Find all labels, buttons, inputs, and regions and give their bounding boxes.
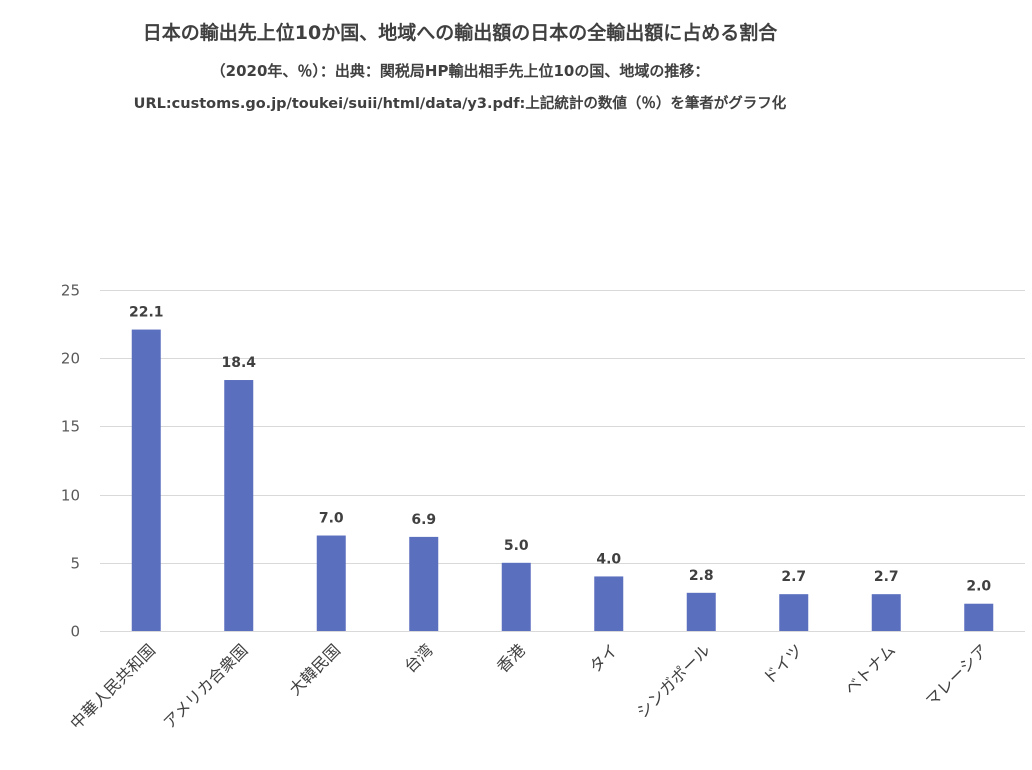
chart-title: 日本の輸出先上位10か国、地域への輸出額の日本の全輸出額に占める割合 [142, 22, 778, 44]
y-tick-label: 25 [61, 282, 80, 300]
x-category-label: タイ [586, 640, 622, 676]
chart-source-url: URL:customs.go.jp/toukei/suii/html/data/… [133, 96, 787, 112]
bar-4 [501, 562, 531, 631]
data-label: 18.4 [221, 355, 256, 371]
data-label: 6.9 [411, 512, 436, 528]
bar-0 [131, 329, 161, 631]
x-category-label: シンガポール [633, 640, 714, 721]
bar-9 [964, 603, 994, 631]
data-label: 4.0 [596, 551, 621, 567]
y-tick-label: 20 [61, 350, 80, 368]
data-label: 2.7 [874, 569, 899, 585]
y-tick-label: 0 [70, 623, 80, 641]
data-label: 2.8 [689, 568, 714, 584]
data-label: 7.0 [319, 511, 344, 527]
y-tick-label: 5 [70, 555, 80, 573]
x-category-label: 香港 [493, 640, 529, 676]
data-label: 2.0 [966, 579, 991, 595]
x-category-label: ドイツ [759, 640, 806, 687]
bars [131, 329, 994, 631]
x-category-label: 大韓民国 [285, 640, 344, 699]
x-category-label: ベトナム [841, 640, 899, 698]
x-category-label: マレーシア [922, 640, 992, 710]
data-label: 2.7 [781, 569, 806, 585]
y-tick-label: 15 [61, 418, 80, 436]
bar-8 [871, 594, 901, 631]
x-axis-categories: 中華人民共和国 アメリカ合衆国 大韓民国 台湾 香港 タイ シンガポール ドイツ ベトナム マレー… [66, 640, 991, 733]
y-tick-label: 10 [61, 487, 80, 505]
x-category-label: アメリカ合衆国 [160, 640, 252, 732]
bar-5 [594, 576, 624, 631]
gridlines [100, 290, 1025, 632]
data-labels: 22.1 18.4 7.0 6.9 5.0 4.0 2.8 2.7 2.7 2.0 [129, 305, 991, 595]
x-category-label: 台湾 [401, 640, 437, 676]
y-axis-ticks: 0 5 10 15 20 25 [61, 282, 80, 641]
bar-1 [224, 380, 254, 631]
bar-3 [409, 536, 439, 631]
bar-2 [316, 535, 346, 631]
bar-6 [686, 592, 716, 631]
bar-7 [779, 594, 809, 631]
data-label: 5.0 [504, 538, 529, 554]
x-category-label: 中華人民共和国 [66, 640, 159, 733]
data-label: 22.1 [129, 305, 164, 321]
chart-subtitle: （2020年、％）：出典：関税局HP輸出相手先上位10の国、地域の推移： [210, 62, 710, 80]
